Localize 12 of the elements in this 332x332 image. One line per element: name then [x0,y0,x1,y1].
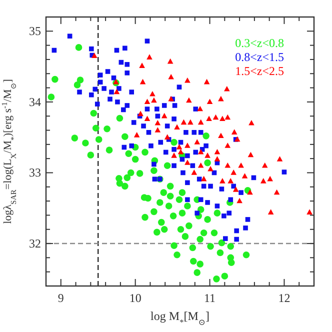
y-tick-label: 35 [29,24,41,38]
x-tick-label: 12 [278,291,290,305]
y-tick-label: 34 [29,94,41,109]
text: 0.8<z<1.5 [235,50,284,64]
y-tick-label: 33 [29,166,41,180]
series-label: 1.5<z<2.5 [235,64,284,78]
x-axis-title: log M$_{*}$[M$_{⊙}$] [150,309,210,326]
text: 0.3<z<0.8 [235,36,284,50]
x-tick-label: 10 [129,291,142,305]
x-tick-label: 9 [58,291,64,305]
y-tick-label: 32 [29,236,41,251]
x-tick-label: 11 [204,291,216,305]
